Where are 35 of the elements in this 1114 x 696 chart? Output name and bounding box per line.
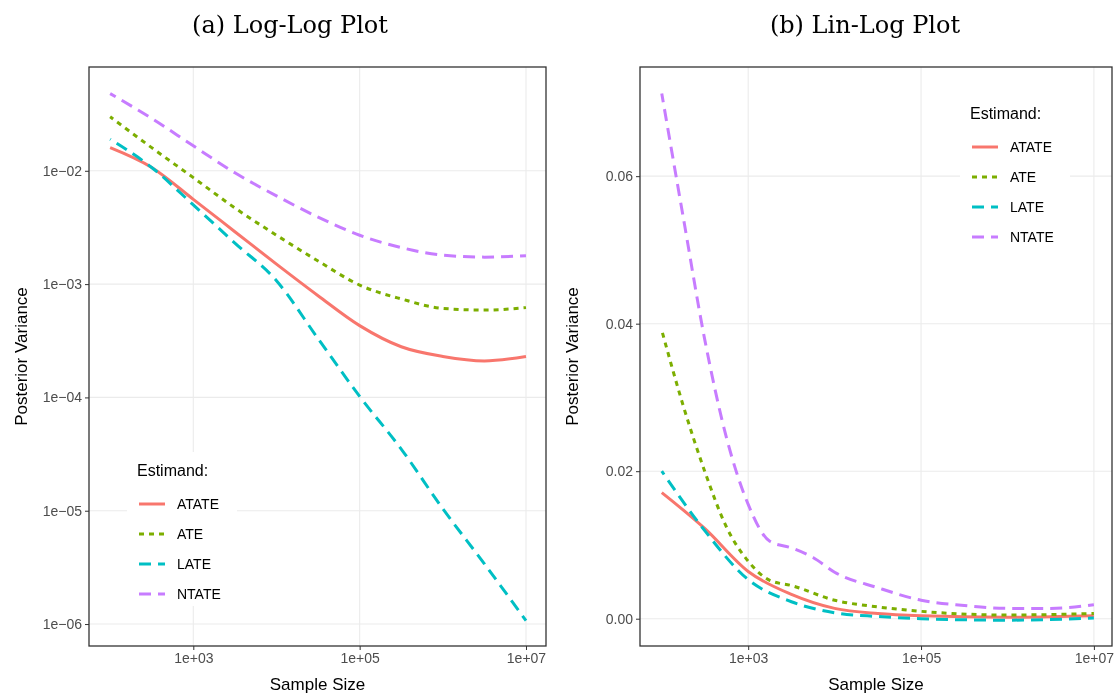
line-series (108, 146, 528, 363)
y-tick-label: 0.04 (605, 315, 634, 332)
legend-label: ATATE (177, 496, 219, 512)
y-tick-label: 1e−04 (42, 389, 83, 406)
y-tick-label: 0.06 (605, 168, 634, 185)
line-series (108, 92, 528, 259)
x-axis-title: Sample Size (828, 675, 924, 694)
legend-label: ATE (177, 526, 204, 542)
legend-label: NTATE (177, 586, 221, 602)
legend-title: Estimand: (970, 105, 1042, 122)
y-tick-label: 1e−02 (42, 162, 83, 179)
chart-title: (b) Lin-Log Plot (769, 11, 961, 39)
chart-title: (a) Log-Log Plot (192, 11, 389, 39)
line-series (108, 115, 528, 312)
x-axis-title: Sample Size (269, 675, 366, 694)
legend-label: ATATE (1010, 139, 1052, 155)
x-tick-label: 1e+03 (729, 649, 769, 666)
x-tick-label: 1e+07 (1074, 649, 1114, 666)
y-tick-label: 0.00 (605, 610, 634, 627)
legend-label: LATE (1010, 199, 1044, 215)
y-tick-label: 1e−05 (42, 502, 83, 519)
legend-label: LATE (177, 556, 211, 572)
y-tick-label: 1e−03 (42, 276, 83, 293)
legend-label: NTATE (1010, 229, 1054, 245)
y-axis-title: Posterior Variance (12, 287, 31, 426)
line-series (108, 137, 528, 623)
x-tick-label: 1e+03 (174, 649, 214, 666)
legend-label: ATE (1010, 169, 1037, 185)
y-tick-label: 1e−06 (42, 616, 83, 633)
x-tick-label: 1e+07 (506, 649, 547, 666)
x-tick-label: 1e+05 (340, 649, 381, 666)
legend-title: Estimand: (137, 462, 209, 479)
x-tick-label: 1e+05 (901, 649, 942, 666)
y-tick-label: 0.02 (605, 463, 634, 480)
y-axis-title: Posterior Variance (563, 287, 582, 426)
